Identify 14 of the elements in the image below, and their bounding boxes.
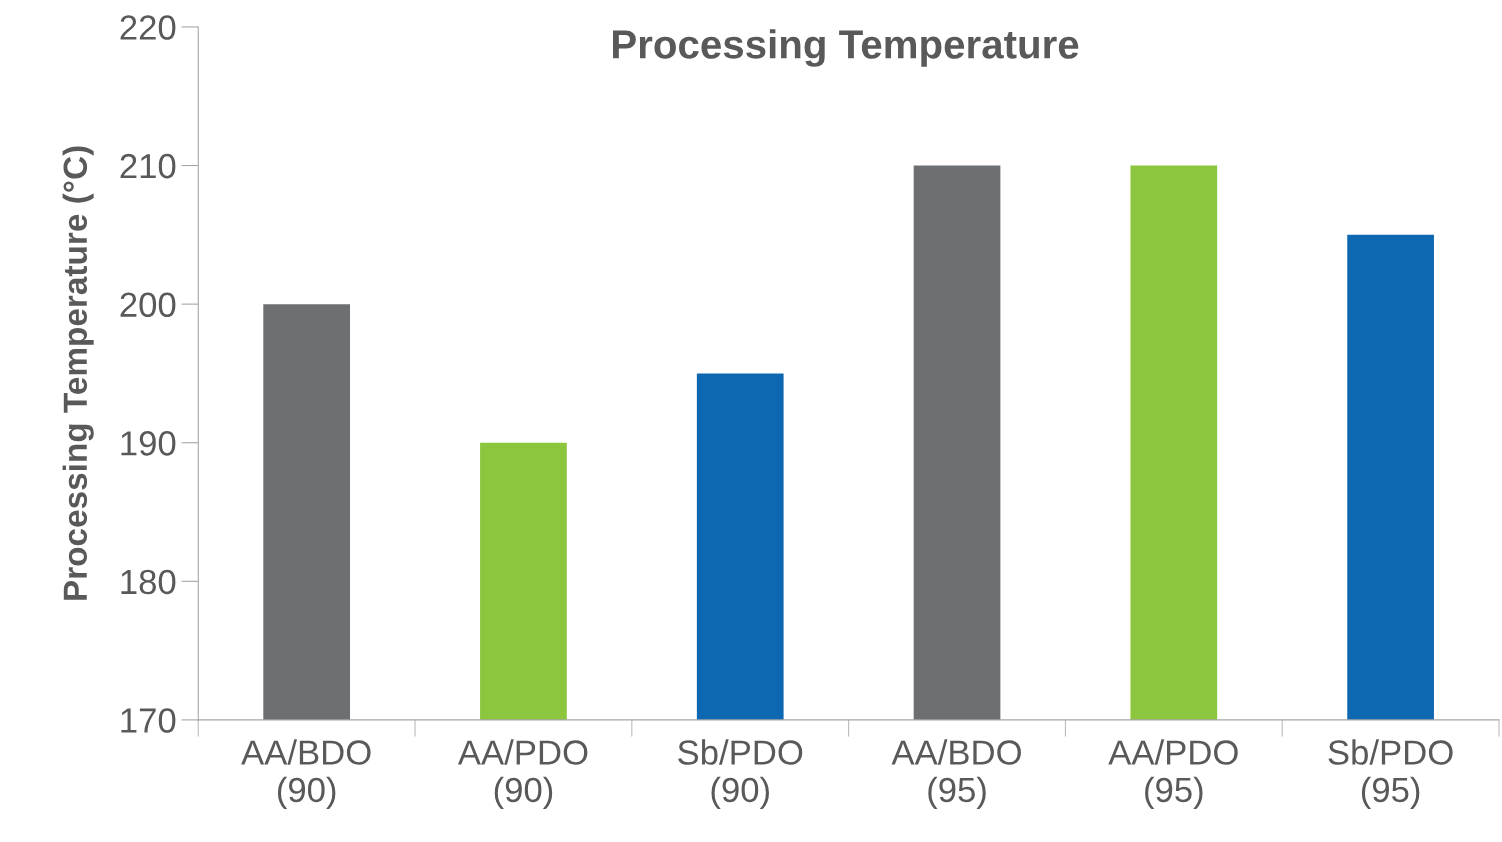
x-tick-label: AA/BDO (90) bbox=[241, 739, 371, 810]
y-tick-label: 180 bbox=[121, 569, 176, 595]
x-tick-label: AA/PDO (90) bbox=[457, 739, 588, 810]
y-tick-label: 200 bbox=[120, 292, 176, 318]
x-tick-label: AA/PDO (95) bbox=[1108, 739, 1238, 810]
y-tick-label: 170 bbox=[121, 708, 176, 733]
x-tick-label: Sb/PDO (90) bbox=[678, 739, 803, 810]
y-tick-label: 190 bbox=[121, 431, 176, 456]
x-tick-label: Sb/PDO (95) bbox=[1328, 739, 1453, 810]
y-tick-label: 220 bbox=[120, 15, 176, 40]
y-tick-label: 210 bbox=[120, 153, 176, 179]
x-tick-label: AA/BDO (95) bbox=[891, 739, 1021, 810]
chart-title: Processing Temperature bbox=[613, 29, 1079, 67]
y-axis-title: Processing Temperature (°C) bbox=[62, 146, 94, 600]
